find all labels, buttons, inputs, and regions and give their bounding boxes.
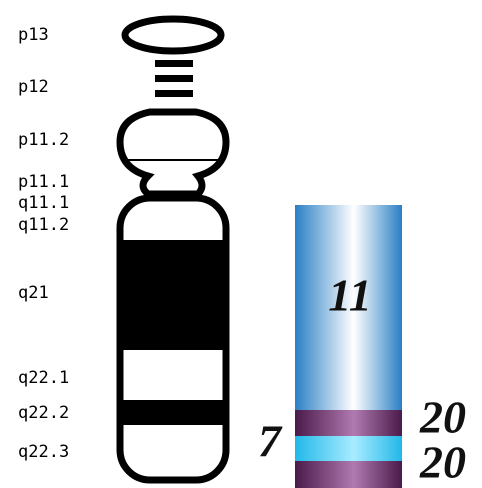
band-label: q11.1 (18, 193, 69, 213)
segment-middle (295, 436, 402, 461)
q21-band (120, 240, 226, 350)
band-label: q22.2 (18, 403, 69, 423)
p11-region (120, 112, 226, 194)
p12-bar (155, 90, 193, 97)
segment-column (295, 205, 402, 488)
band-labels: p13 p12 p11.2 p11.1 q11.1 q11.2 q21 q22.… (18, 25, 69, 462)
segment-label: 11 (328, 270, 371, 321)
band-label: q22.1 (18, 368, 69, 388)
band-label: p12 (18, 77, 49, 97)
chromosome (120, 19, 226, 480)
band-label: p11.2 (18, 130, 69, 150)
segment-label: 20 (419, 437, 466, 488)
band-label: p11.1 (18, 172, 69, 192)
q22-2-band (120, 400, 226, 425)
segment-label: 20 (419, 392, 466, 443)
segment-upper-band (295, 410, 402, 436)
segment-label: 7 (258, 416, 283, 467)
band-label: q11.2 (18, 215, 69, 235)
band-label: q21 (18, 283, 49, 303)
diagram: p13 p12 p11.2 p11.1 q11.1 q11.2 q21 q22.… (0, 0, 482, 488)
p13-band (125, 19, 221, 51)
band-label: q22.3 (18, 442, 69, 462)
segment-lower-band (295, 461, 402, 488)
p12-bar (155, 60, 193, 67)
p12-bar (155, 75, 193, 82)
band-label: p13 (18, 25, 49, 45)
